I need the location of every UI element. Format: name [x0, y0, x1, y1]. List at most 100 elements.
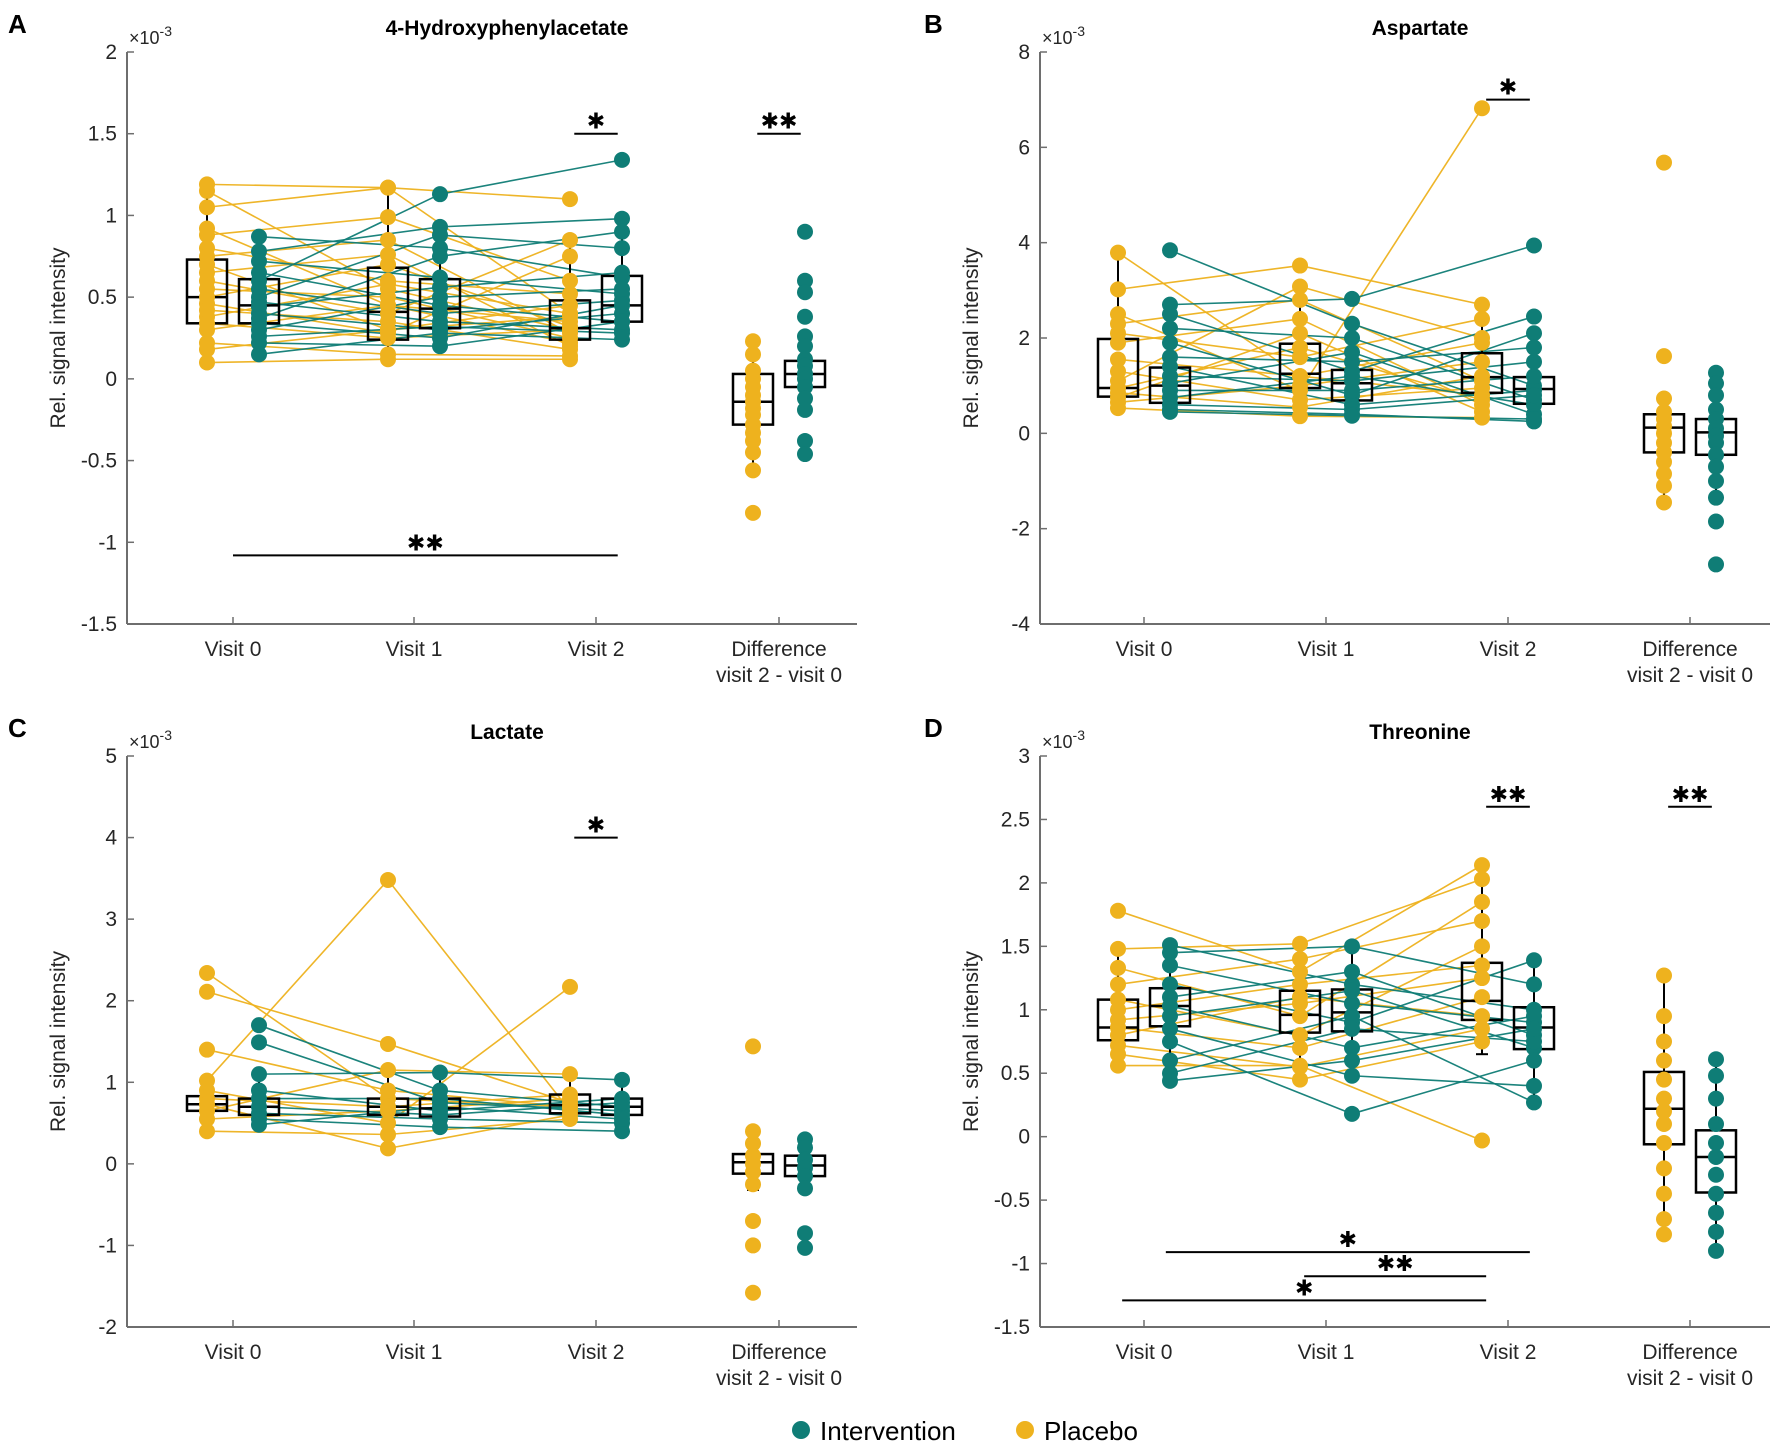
- intervention-subject-line: [1351, 375, 1535, 392]
- panel-b: B Aspartate ×10-3 -4 -2 0 2 4 6 8 Rel. signal inte…: [924, 9, 1770, 687]
- placebo-subject-line: [1299, 285, 1483, 339]
- placebo-data-point: [199, 199, 215, 216]
- intervention-subject-line: [1351, 1059, 1535, 1115]
- y-tick-label: 1: [1018, 999, 1030, 1022]
- intervention-data-point: [1526, 325, 1542, 342]
- y-exponent-label: ×10-3: [129, 727, 172, 752]
- intervention-subject-line: [1169, 313, 1353, 373]
- y-tick-label: 8: [1018, 41, 1030, 64]
- intervention-subject-line: [1169, 365, 1353, 406]
- intervention-data-point: [614, 280, 630, 297]
- intervention-subject-line: [1351, 375, 1535, 406]
- intervention-data-point: [1526, 353, 1542, 370]
- placebo-data-point: [199, 964, 215, 981]
- placebo-difference-point: [1656, 465, 1672, 482]
- intervention-data-point: [614, 331, 630, 348]
- intervention-difference-point: [797, 1239, 813, 1256]
- placebo-subject-line: [1299, 264, 1483, 306]
- intervention-subject-line: [258, 234, 441, 298]
- intervention-difference-point: [1708, 434, 1724, 451]
- y-axis-title: Rel. signal intensity: [47, 247, 70, 428]
- significance-label: ✱: [587, 814, 605, 839]
- panel-letter: D: [924, 713, 943, 743]
- y-tick-label: -2: [98, 1316, 117, 1339]
- intervention-data-point: [1344, 963, 1360, 980]
- y-tick-label: 3: [1018, 745, 1030, 768]
- intervention-data-point: [432, 248, 448, 265]
- intervention-data-point: [432, 325, 448, 342]
- placebo-difference-point: [1656, 1115, 1672, 1132]
- placebo-data-point: [1292, 291, 1308, 308]
- intervention-data-point: [1162, 1008, 1178, 1025]
- placebo-subject-line: [206, 283, 389, 318]
- placebo-difference-point: [1656, 1160, 1672, 1177]
- placebo-data-point: [562, 308, 578, 325]
- intervention-subject-line: [1351, 1002, 1535, 1024]
- placebo-difference-point: [1656, 1226, 1672, 1243]
- x-tick-label: Difference: [731, 1341, 826, 1364]
- placebo-difference-point: [745, 346, 761, 363]
- intervention-subject-line: [1351, 414, 1535, 420]
- intervention-data-point: [432, 1064, 448, 1081]
- intervention-difference-point: [1708, 1090, 1724, 1107]
- placebo-data-point: [380, 256, 396, 273]
- intervention-subject-line: [439, 320, 623, 347]
- placebo-subject-line: [387, 1069, 571, 1075]
- intervention-subject-line: [1169, 945, 1353, 954]
- intervention-data-point: [432, 338, 448, 355]
- intervention-subject-line: [1169, 356, 1353, 363]
- intervention-subject-line: [1351, 244, 1535, 300]
- placebo-data-point: [562, 321, 578, 338]
- placebo-subject-line: [206, 1130, 389, 1136]
- placebo-subject-line: [1299, 299, 1483, 382]
- placebo-difference-point: [745, 333, 761, 350]
- placebo-data-point: [199, 354, 215, 371]
- intervention-subject-line: [258, 226, 441, 253]
- intervention-data-point: [1162, 957, 1178, 974]
- placebo-data-point: [1292, 310, 1308, 327]
- x-tick-label: Visit 2: [568, 1341, 625, 1364]
- intervention-data-point: [614, 151, 630, 168]
- placebo-data-point: [1474, 957, 1490, 974]
- intervention-subject-line: [258, 1105, 441, 1116]
- placebo-data-point: [1110, 976, 1126, 993]
- placebo-data-point: [1474, 409, 1490, 426]
- placebo-subject-line: [387, 186, 571, 200]
- intervention-subject-line: [1351, 945, 1535, 986]
- placebo-difference-point: [1656, 1090, 1672, 1107]
- y-axis-title: Rel. signal intensity: [960, 951, 983, 1132]
- placebo-subject-line: [1299, 375, 1483, 408]
- intervention-difference-point: [1708, 1067, 1724, 1084]
- placebo-difference-point: [1656, 154, 1672, 171]
- placebo-data-point: [380, 231, 396, 248]
- y-tick-label: 4: [1018, 232, 1030, 255]
- placebo-subject-line: [1117, 942, 1301, 950]
- intervention-subject-line: [1169, 408, 1353, 416]
- y-tick-label: 1.5: [1001, 935, 1030, 958]
- intervention-data-point: [1162, 1052, 1178, 1069]
- x-tick-label: Difference: [731, 638, 826, 661]
- placebo-subject-line: [1299, 878, 1483, 945]
- intervention-difference-point: [1708, 556, 1724, 573]
- intervention-difference-point: [1708, 1148, 1724, 1165]
- y-tick-label: 2: [105, 41, 117, 64]
- intervention-data-point: [614, 223, 630, 240]
- intervention-data-point: [251, 1017, 267, 1034]
- placebo-data-point: [1292, 339, 1308, 356]
- intervention-difference-point: [1708, 513, 1724, 530]
- y-exponent-label: ×10-3: [129, 23, 172, 48]
- placebo-subject-line: [206, 990, 389, 1045]
- placebo-data-point: [1110, 244, 1126, 261]
- intervention-subject-line: [1351, 1074, 1535, 1087]
- intervention-subject-line: [1351, 337, 1535, 401]
- intervention-data-point: [432, 227, 448, 244]
- placebo-difference-point: [1656, 1211, 1672, 1228]
- placebo-data-point: [1292, 408, 1308, 425]
- placebo-subject-line: [206, 302, 389, 334]
- legend-placebo-marker: [1016, 1421, 1034, 1439]
- intervention-subject-line: [1351, 959, 1535, 1024]
- placebo-subject-line: [1117, 313, 1301, 392]
- placebo-subject-line: [1117, 1026, 1301, 1049]
- placebo-subject-line: [1299, 901, 1483, 1017]
- panel-title: 4-Hydroxyphenylacetate: [386, 17, 629, 40]
